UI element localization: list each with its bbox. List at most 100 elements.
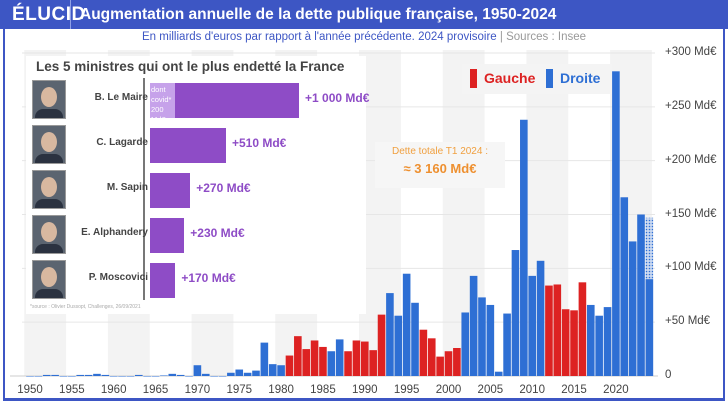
bar-1995 [402,273,411,376]
bar-2004 [478,297,486,376]
bar-1973 [218,376,227,377]
bar-1999 [436,356,444,376]
bar-2011 [536,260,545,376]
bar-1997 [419,329,428,376]
bar-1961 [118,376,126,377]
ministers-inset: Les 5 ministres qui ont le plus endetté … [26,56,370,314]
minister-photo [32,260,66,299]
bar-2024-provisional [645,217,654,280]
bar-2005 [486,304,495,376]
minister-value: +230 Md€ [190,226,245,240]
x-tick-label: 2015 [561,384,587,396]
y-tick-label: +50 Md€ [665,315,711,328]
inset-title: Les 5 ministres qui ont le plus endetté … [36,59,345,74]
bar-2019 [603,307,612,376]
bar-2014 [561,309,570,376]
minister-bar [150,128,226,163]
legend-swatch-gauche [470,69,477,88]
bar-1987 [335,339,344,376]
y-tick-label: +300 Md€ [665,46,717,58]
x-tick-label: 2010 [519,384,545,396]
bar-1958 [93,373,101,376]
bar-1950 [26,376,34,377]
bar-2022 [628,241,637,376]
total-debt-label: Dette totale T1 2024 : [392,146,488,157]
minister-name: P. Moscovici [88,272,148,283]
legend-droite: Droite [560,70,601,86]
bar-1955 [68,376,76,377]
bar-1954 [59,376,68,377]
bar-1962 [126,376,135,377]
sources: Sources : Insee [506,31,587,43]
subtitle: En milliards d'euros par rapport à l'ann… [0,31,728,43]
bar-1977 [252,370,260,376]
bar-1993 [386,293,394,376]
y-tick-label: 0 [665,369,672,381]
x-tick-label: 1990 [352,384,378,396]
bar-2010 [528,275,536,376]
bar-1984 [310,340,319,376]
x-tick-label: 1965 [142,384,169,396]
bar-2001 [453,348,461,376]
minister-photo [32,170,66,209]
bar-1972 [210,376,218,377]
minister-name: M. Sapin [106,182,148,193]
x-tick-label: 1980 [268,384,294,396]
bar-1975 [235,369,244,376]
y-tick-label: +250 Md€ [665,99,717,112]
bar-1966 [160,375,168,376]
bar-1959 [101,374,110,376]
bar-1956 [76,374,85,376]
bar-2000 [444,351,453,376]
bar-1990 [361,341,369,376]
minister-row: C. Lagarde +510 Md€ [32,125,362,165]
bar-2012 [545,285,553,376]
minister-photo [32,125,66,164]
bar-1957 [84,374,93,376]
bar-1994 [394,315,403,376]
minister-row: P. Moscovici +170 Md€ [32,260,362,300]
bar-1981 [285,355,294,376]
minister-bar [150,218,185,253]
bar-1998 [427,338,436,376]
y-tick-label: +150 Md€ [665,207,717,220]
y-tick-label: +100 Md€ [665,261,717,274]
inset-axis [143,78,145,300]
bar-2016 [578,282,587,376]
bar-1971 [201,373,210,376]
bar-1951 [34,376,43,377]
bar-2017 [586,304,595,376]
bar-2006 [494,371,503,376]
bar-2021 [620,197,629,376]
covid-segment: dont covid* 200 Md€ [150,83,175,124]
bar-1965 [151,376,160,377]
bar-2007 [503,313,511,376]
chart-frame [3,0,725,401]
bar-2002 [461,312,470,376]
bar-1983 [302,349,311,376]
bar-1963 [135,374,143,376]
minister-value: +1 000 Md€ [305,91,370,105]
minister-name: B. Le Maire [94,92,148,103]
bar-1979 [268,364,277,376]
elucid-logo: ÉLUCID [12,4,86,25]
minister-name: E. Alphandery [81,227,148,238]
bar-2008 [511,250,520,376]
bar-1967 [168,373,177,376]
minister-bar [150,173,191,208]
bar-1988 [344,351,352,376]
bar-2023 [637,214,645,376]
x-tick-label: 1950 [17,384,43,396]
x-tick-label: 1970 [184,384,211,396]
header-bar: ÉLUCID Augmentation annuelle de la dette… [0,0,728,29]
minister-row: E. Alphandery +230 Md€ [32,215,362,255]
bar-1968 [176,374,185,376]
bar-2018 [595,315,603,376]
x-tick-label: 1960 [100,384,127,396]
x-tick-label: 2000 [435,384,462,396]
legend-swatch-droite [546,69,553,88]
legend: Gauche Droite [462,64,612,94]
bar-1989 [352,340,361,376]
bar-1970 [193,365,202,376]
y-tick-label: +200 Md€ [665,153,717,166]
